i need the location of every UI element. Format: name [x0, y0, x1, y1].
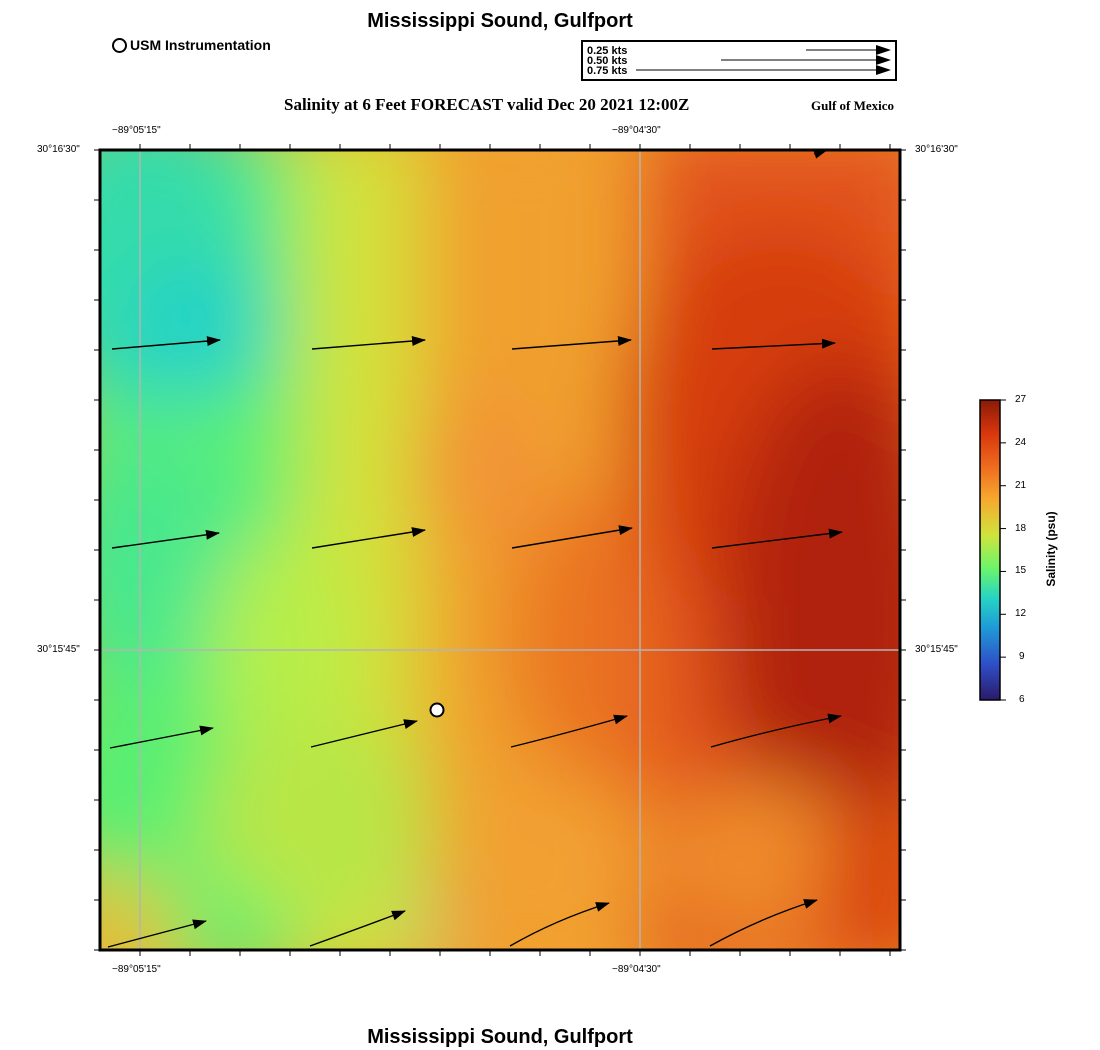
speed-scale-arrowhead	[876, 45, 891, 55]
lon-tick-top-2: −89°04'30"	[612, 125, 661, 136]
colorbar-tick-label: 18	[1015, 523, 1027, 534]
station-marker-icon	[112, 37, 127, 53]
current-vector	[511, 525, 633, 549]
station-legend: USM Instrumentation	[112, 37, 271, 53]
colorbar-tick-label: 15	[1015, 565, 1027, 576]
speed-scale-legend: 0.25 kts 0.50 kts 0.75 kts	[581, 40, 897, 81]
lat-tick-right-2: 30°15'45"	[915, 644, 958, 655]
map-subtitle: Salinity at 6 Feet FORECAST valid Dec 20…	[284, 95, 690, 114]
speed-label-1: 0.25 kts	[587, 45, 627, 57]
current-vector	[511, 335, 632, 350]
speed-scale-svg: 0.25 kts 0.50 kts 0.75 kts	[587, 45, 891, 77]
current-vector	[711, 528, 843, 549]
speed-scale-arrowhead	[876, 65, 891, 75]
current-vector	[109, 725, 214, 749]
current-vector	[107, 919, 207, 948]
current-vector	[709, 899, 818, 947]
speed-scale-arrowhead	[876, 55, 891, 65]
current-vector	[309, 910, 406, 947]
station-legend-label: USM Instrumentation	[130, 37, 271, 53]
colorbar-ticks	[1000, 399, 1006, 701]
current-vector	[311, 527, 426, 549]
speed-label-2: 0.50 kts	[587, 55, 627, 67]
current-vector	[510, 714, 628, 748]
current-vectors	[107, 149, 843, 948]
lat-tick-left-2: 30°15'45"	[37, 644, 80, 655]
salinity-colorbar	[979, 399, 1001, 701]
colorbar-tick-label: 6	[1019, 694, 1025, 705]
speed-label-3: 0.75 kts	[587, 65, 627, 77]
colorbar-tick-label: 27	[1015, 394, 1027, 405]
colorbar-tick-label: 12	[1015, 608, 1027, 619]
current-vector	[813, 149, 828, 159]
colorbar-tick-label: 21	[1015, 480, 1027, 491]
lat-tick-left-1: 30°16'30"	[37, 144, 80, 155]
current-vector	[509, 902, 610, 947]
region-label: Gulf of Mexico	[811, 98, 895, 113]
lon-tick-bottom-2: −89°04'30"	[612, 964, 661, 975]
colorbar-title: Salinity (psu)	[1044, 511, 1058, 587]
current-vector	[710, 713, 842, 748]
current-vector	[711, 338, 836, 350]
colorbar-tick-label: 9	[1019, 651, 1025, 662]
map-footer-title: Mississippi Sound, Gulfport	[367, 1026, 633, 1048]
colorbar-tick-label: 24	[1015, 437, 1027, 448]
usm-station-marker[interactable]	[429, 702, 445, 718]
current-vector	[310, 719, 418, 748]
current-vector	[111, 529, 220, 549]
current-vector	[111, 336, 221, 350]
graticule	[100, 150, 900, 950]
frame-ticks	[94, 144, 906, 956]
map-title: Mississippi Sound, Gulfport	[367, 10, 633, 32]
lon-tick-top-1: −89°05'15"	[112, 125, 161, 136]
current-vector	[311, 336, 426, 350]
salinity-field	[100, 150, 900, 950]
lon-tick-bottom-1: −89°05'15"	[112, 964, 161, 975]
lat-tick-right-1: 30°16'30"	[915, 144, 958, 155]
